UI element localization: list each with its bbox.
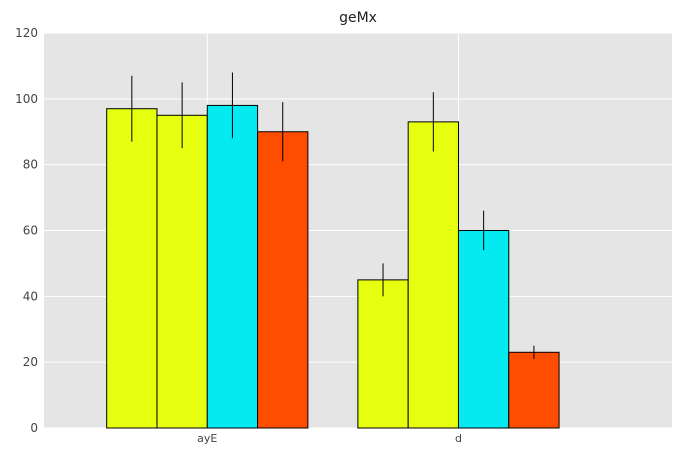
y-tick-label: 0 [30,421,38,435]
bar [257,131,309,429]
bar [106,108,158,429]
y-tick-label: 60 [23,224,38,238]
x-axis-ticks: ayE d [197,432,462,445]
y-tick-label: 80 [23,158,38,172]
bar [508,351,560,429]
x-tick-label: ayE [197,432,217,445]
error-bars [131,72,535,359]
y-tick-label: 100 [15,92,38,106]
bar [156,114,208,429]
y-tick-label: 40 [23,289,38,303]
y-axis-ticks: 0 20 40 60 80 100 120 [15,26,38,435]
bars [106,104,560,429]
bar [357,279,409,429]
chart-title: geMx [339,10,377,26]
y-tick-label: 20 [23,355,38,369]
bar [206,104,259,429]
x-tick-label: d [455,432,462,445]
bar [407,121,459,429]
bar [457,230,510,429]
y-tick-label: 120 [15,26,38,40]
